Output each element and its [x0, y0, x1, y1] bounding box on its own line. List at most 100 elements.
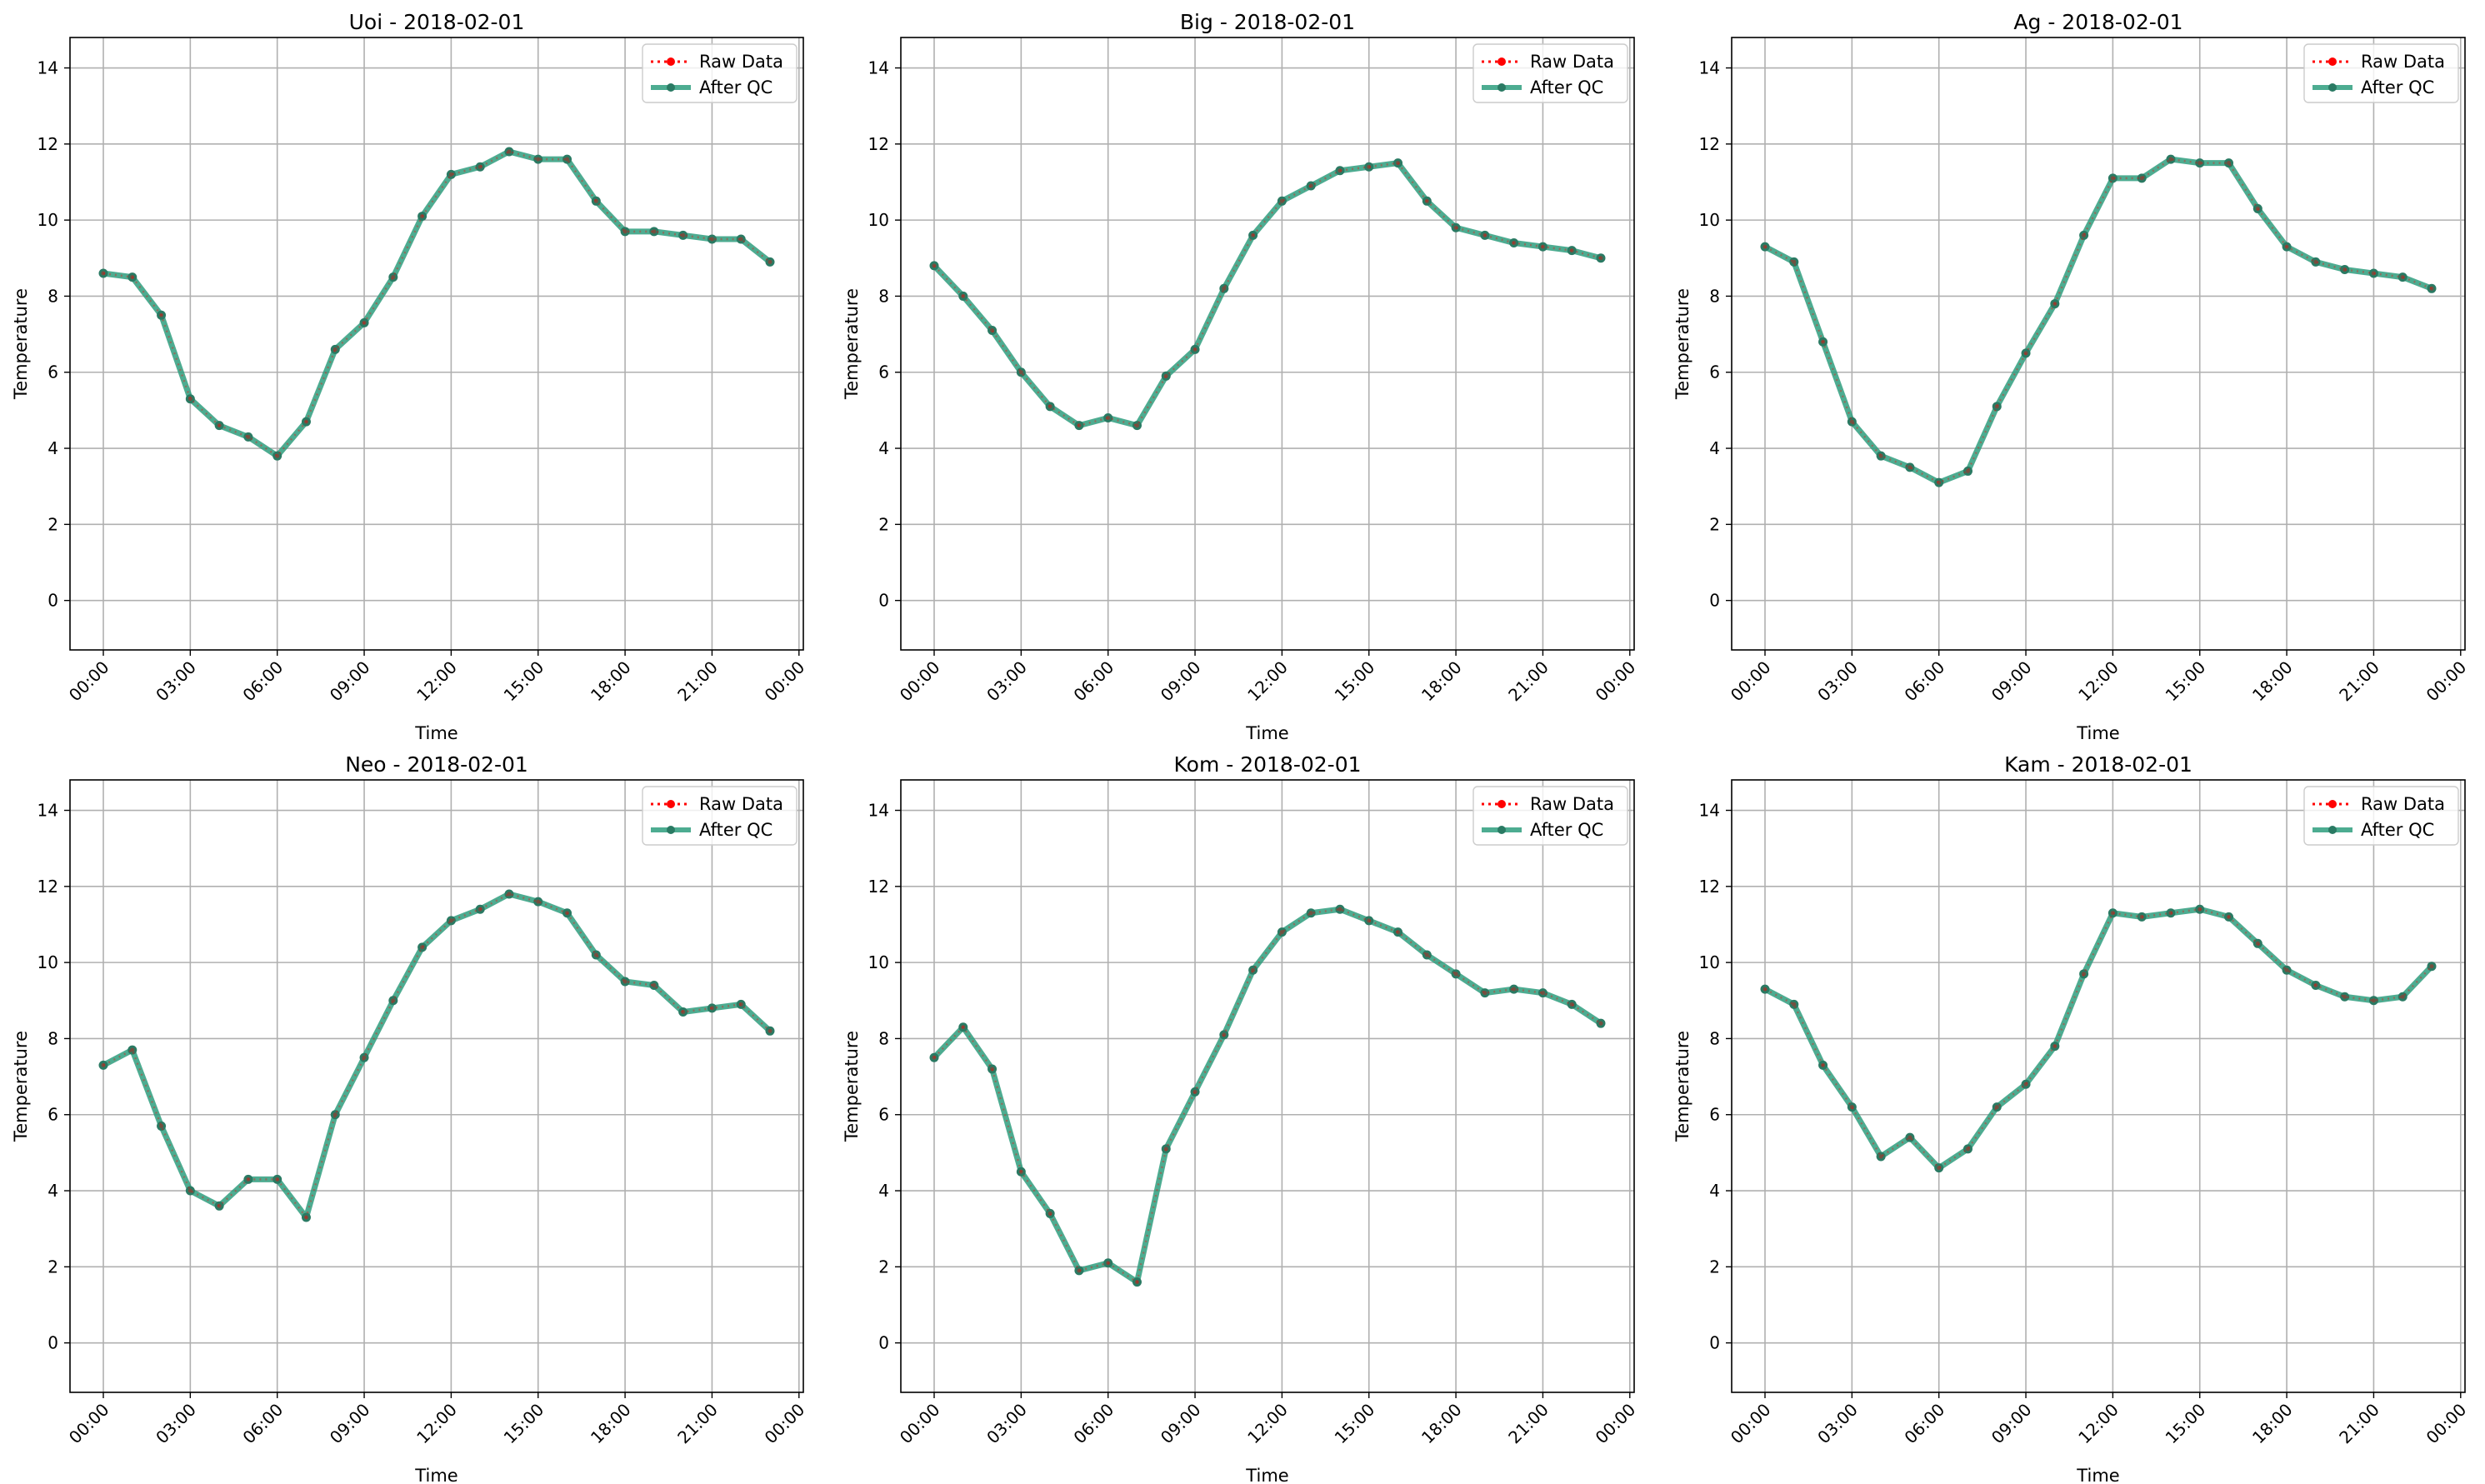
after-qc-point	[1132, 421, 1142, 431]
after-qc-point	[1306, 181, 1316, 191]
after-qc-point	[128, 272, 138, 282]
raw-data-point	[1453, 972, 1458, 977]
y-tick-label: 2	[1709, 514, 1720, 534]
raw-data-point	[536, 899, 541, 904]
after-qc-point	[1103, 413, 1113, 423]
x-axis-label: Time	[2076, 723, 2119, 743]
after-qc-point	[591, 950, 601, 960]
after-qc-point	[1480, 988, 1490, 998]
x-tick-label: 18:00	[2248, 657, 2297, 706]
after-qc-point	[707, 1003, 717, 1013]
legend-qc-marker	[667, 826, 675, 834]
raw-data-point	[2198, 161, 2202, 166]
after-qc-point	[929, 1052, 939, 1062]
raw-data-point	[709, 237, 714, 242]
y-tick-label: 12	[1699, 134, 1720, 154]
plot-frame	[69, 779, 804, 1393]
x-tick-label: 15:00	[500, 1400, 548, 1448]
x-tick-label: 03:00	[982, 1400, 1031, 1448]
plot-frame	[69, 37, 804, 651]
raw-data-point	[1134, 423, 1139, 428]
raw-data-point	[2371, 271, 2376, 276]
raw-data-point	[1569, 1002, 1574, 1007]
raw-data-point	[1878, 1154, 1883, 1159]
raw-data-point	[2342, 994, 2348, 999]
raw-data-point	[188, 397, 192, 402]
legend: Raw Data After QC	[1472, 43, 1628, 103]
raw-data-point	[1018, 1169, 1023, 1174]
raw-data-point	[1453, 225, 1458, 230]
raw-data-point	[1048, 1211, 1052, 1216]
raw-data-point	[932, 263, 937, 268]
after-qc-point	[1364, 916, 1374, 926]
raw-data-point	[536, 157, 541, 162]
legend-raw-marker	[2328, 800, 2337, 808]
raw-data-point	[159, 312, 164, 317]
after-qc-point	[185, 394, 195, 404]
raw-data-point	[1482, 232, 1488, 237]
after-qc-point	[1132, 1277, 1142, 1287]
raw-data-point	[1965, 468, 1970, 473]
raw-data-point	[1994, 1105, 1999, 1110]
after-qc-point	[504, 889, 514, 899]
after-qc-point	[1818, 337, 1828, 347]
raw-data-point	[2139, 176, 2144, 181]
after-qc-point	[1760, 242, 1770, 252]
after-qc-point	[2368, 268, 2378, 278]
x-tick-label: 12:00	[2074, 657, 2122, 706]
raw-data-point	[622, 979, 628, 984]
y-tick-label: 2	[878, 1257, 889, 1277]
after-qc-line	[1763, 906, 2434, 1172]
raw-data-point	[1279, 198, 1284, 203]
y-tick-label: 0	[1709, 1333, 1720, 1353]
raw-data-point	[1338, 907, 1342, 912]
after-qc-point	[388, 996, 398, 1006]
raw-data-point	[990, 328, 995, 333]
plot-frame	[900, 37, 1635, 651]
after-qc-point	[1393, 927, 1403, 937]
raw-data-point	[2429, 964, 2434, 969]
y-tick-label: 14	[868, 801, 889, 821]
raw-data-point	[1540, 991, 1545, 996]
subplot-4: 0 2 4 6 8 10 12 14 00:00 03:00 06:00 09:00 12:00 15:0…	[11, 752, 808, 1484]
after-qc-point	[1045, 402, 1055, 412]
y-tick-label: 10	[868, 952, 889, 972]
legend: Raw Data After QC	[1472, 786, 1628, 846]
after-qc-point	[533, 154, 543, 164]
after-qc-point	[1393, 158, 1403, 168]
raw-data-point	[2110, 911, 2115, 916]
after-qc-point	[1480, 230, 1490, 240]
raw-data-point	[507, 149, 512, 154]
raw-data-point	[2139, 914, 2144, 919]
after-qc-point	[2252, 203, 2262, 213]
after-qc-point	[418, 212, 428, 222]
x-tick-label: 21:00	[2335, 1400, 2383, 1448]
y-tick-label: 0	[878, 591, 889, 611]
after-qc-point	[2311, 257, 2321, 267]
x-tick-label: 06:00	[1901, 1400, 1949, 1448]
after-qc-point	[2340, 992, 2350, 1002]
y-tick-label: 10	[868, 210, 889, 230]
raw-data-point	[593, 198, 598, 203]
after-qc-point	[2224, 912, 2234, 922]
subplot-title: Kom - 2018-02-01	[1174, 752, 1362, 777]
y-tick-label: 6	[48, 362, 58, 382]
legend-raw-label: Raw Data	[699, 794, 783, 814]
y-tick-label: 14	[1699, 801, 1720, 821]
x-tick-label: 06:00	[239, 1400, 288, 1448]
y-tick-label: 8	[878, 1028, 889, 1048]
legend-raw-marker	[667, 57, 675, 66]
subplot-title: Big - 2018-02-01	[1180, 10, 1355, 34]
x-tick-label: 03:00	[1813, 1400, 1862, 1448]
raw-data-point	[1077, 423, 1082, 428]
subplot-title: Neo - 2018-02-01	[345, 752, 528, 777]
y-tick-label: 6	[878, 1105, 889, 1125]
subplot-2: 0 2 4 6 8 10 12 14 00:00 03:00 06:00 09:00 12:00 15:0…	[842, 10, 1639, 743]
raw-data-point	[652, 983, 657, 988]
raw-data-point	[478, 164, 482, 169]
after-qc-point	[649, 981, 659, 991]
raw-data-point	[681, 1009, 686, 1014]
raw-data-point	[1308, 183, 1313, 188]
raw-data-point	[1163, 1147, 1168, 1152]
raw-data-point	[1849, 419, 1854, 424]
